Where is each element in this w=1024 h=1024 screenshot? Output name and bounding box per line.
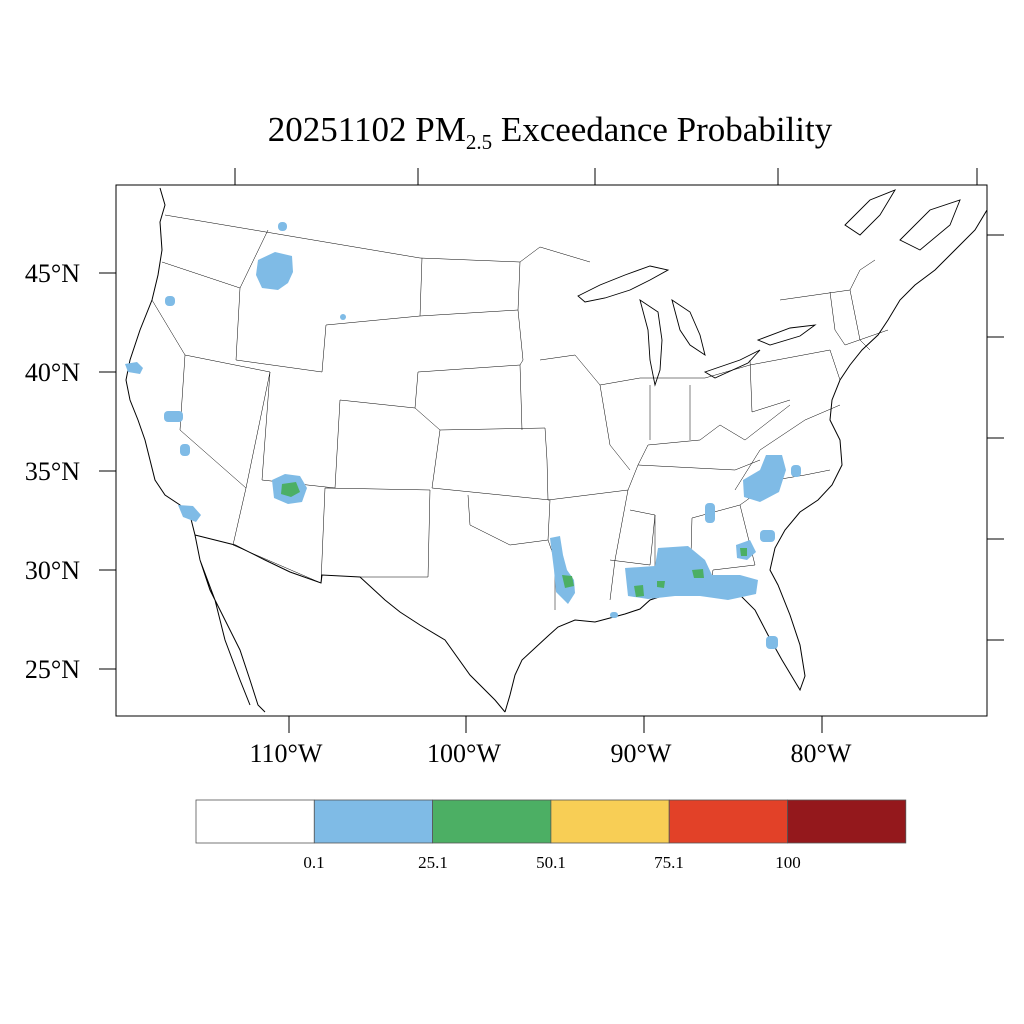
legend-label-0-1: 0.1 xyxy=(303,853,324,872)
state-boundaries xyxy=(151,214,889,610)
prob-area-nw-speck xyxy=(278,222,287,231)
prob-area-carolinas xyxy=(743,455,786,502)
legend-box-3 xyxy=(550,799,670,844)
prob-area-central-cal xyxy=(164,411,183,422)
prob-area-texas-louisiana xyxy=(550,536,575,604)
lon-label-110: 110°W xyxy=(250,739,323,768)
legend-labels: 0.1 25.1 50.1 75.1 100 xyxy=(303,853,800,872)
legend-label-100: 100 xyxy=(775,853,801,872)
prob-area-georgia-high xyxy=(740,548,747,556)
title-prefix: 20251102 PM xyxy=(267,110,466,149)
lon-label-90: 90°W xyxy=(611,739,672,768)
prob-area-idaho-montana xyxy=(256,252,293,290)
legend-box-5 xyxy=(787,799,907,844)
map-panel xyxy=(125,187,987,713)
prob-area-carolinas-speck xyxy=(791,465,801,477)
prob-area-deep-south-high-1 xyxy=(634,585,644,597)
legend-box-4 xyxy=(668,799,788,844)
prob-area-socal xyxy=(178,505,201,522)
probability-areas xyxy=(125,222,801,649)
prob-area-deep-south-high-2 xyxy=(692,569,704,578)
prob-area-ncal-coast xyxy=(125,362,143,374)
legend-box-0 xyxy=(195,799,315,844)
great-lakes xyxy=(577,189,961,387)
legend-label-50-1: 50.1 xyxy=(536,853,566,872)
bottom-ticks xyxy=(288,716,823,733)
lat-label-30: 30°N xyxy=(25,556,80,585)
coastline xyxy=(125,187,987,713)
right-ticks xyxy=(987,234,1004,641)
lat-label-40: 40°N xyxy=(25,358,80,387)
prob-area-gulf-speck xyxy=(610,612,618,618)
color-legend xyxy=(195,799,907,844)
prob-area-oregon xyxy=(165,296,175,306)
title-suffix: Exceedance Probability xyxy=(492,110,833,149)
lat-label-25: 25°N xyxy=(25,655,80,684)
prob-area-nevada-speck xyxy=(180,444,190,456)
prob-area-texas-louisiana-high xyxy=(562,575,574,588)
left-ticks xyxy=(99,272,116,670)
prob-area-florida xyxy=(766,636,778,649)
lon-label-100: 100°W xyxy=(427,739,501,768)
legend-label-75-1: 75.1 xyxy=(654,853,684,872)
legend-box-1 xyxy=(313,799,433,844)
title-subscript: 2.5 xyxy=(465,130,493,154)
legend-label-25-1: 25.1 xyxy=(418,853,448,872)
prob-area-alabama-speck xyxy=(705,503,715,523)
prob-area-montana-speck xyxy=(340,314,346,320)
latitude-labels: 45°N 40°N 35°N 30°N 25°N xyxy=(25,259,80,684)
longitude-labels: 110°W 100°W 90°W 80°W xyxy=(250,739,852,768)
map-title: 20251102 PM2.5 Exceedance Probability xyxy=(0,110,1024,155)
top-ticks xyxy=(234,168,978,185)
legend-box-2 xyxy=(432,799,552,844)
prob-area-deep-south-high-3 xyxy=(657,581,665,588)
lat-label-35: 35°N xyxy=(25,457,80,486)
prob-area-arizona-high xyxy=(281,482,300,497)
lat-label-45: 45°N xyxy=(25,259,80,288)
lon-label-80: 80°W xyxy=(791,739,852,768)
map-frame xyxy=(115,184,988,717)
prob-area-sc-coast xyxy=(760,530,775,542)
